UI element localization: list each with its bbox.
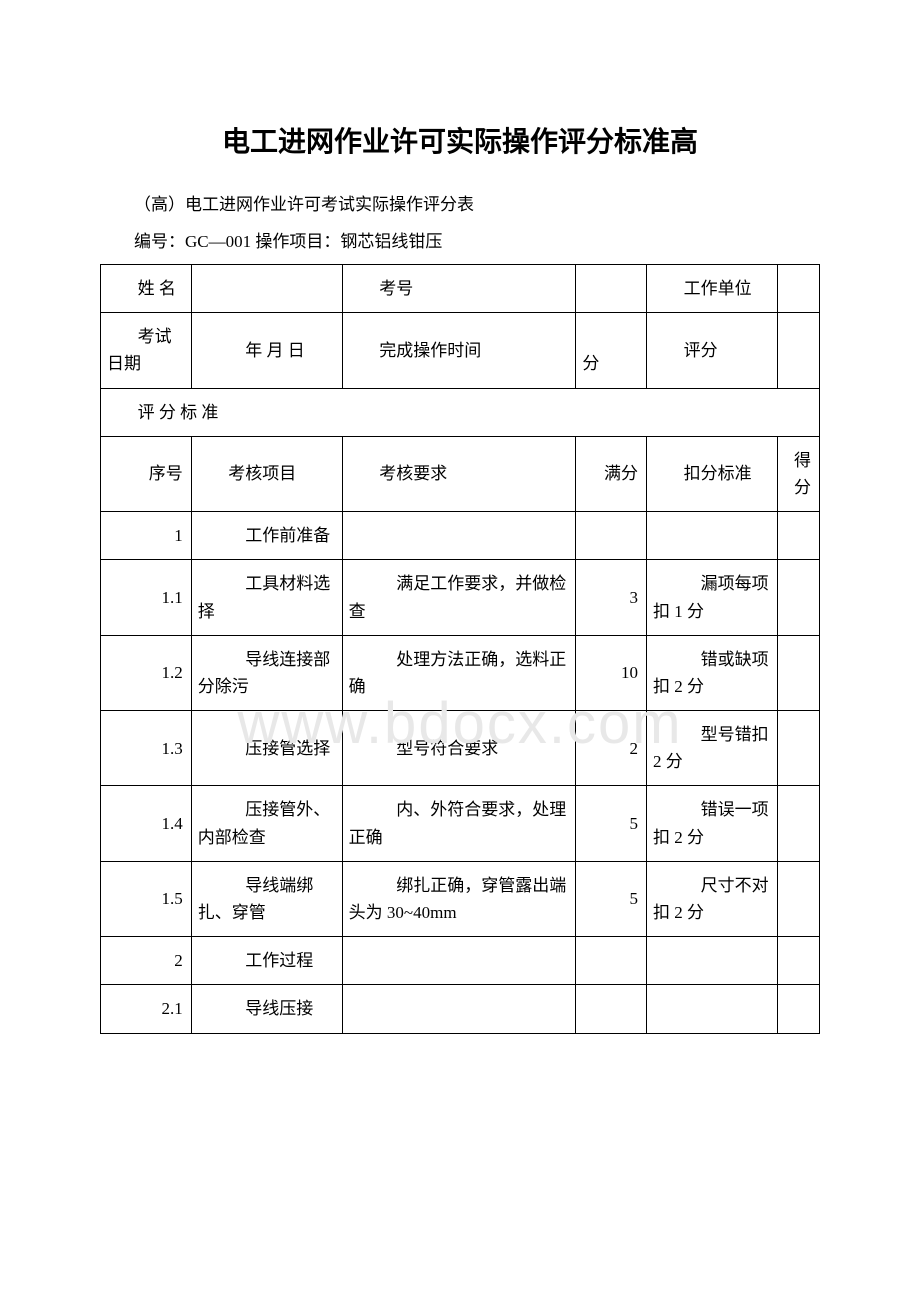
cell-item: 导线压接 — [191, 985, 342, 1033]
cell-req: 型号符合要求 — [342, 711, 576, 786]
score-value — [777, 313, 819, 388]
time-value: 分 — [576, 313, 647, 388]
cell-score — [777, 937, 819, 985]
unit-value — [777, 265, 819, 313]
cell-score — [777, 635, 819, 710]
cell-deduct — [647, 512, 778, 560]
table-row: 1.5 导线端绑扎、穿管 绑扎正确，穿管露出端头为 30~40mm 5 尺寸不对… — [101, 861, 820, 936]
cell-seq: 1.2 — [101, 635, 192, 710]
cell-score — [777, 861, 819, 936]
page-title: 电工进网作业许可实际操作评分标准高 — [100, 120, 820, 160]
cell-seq: 1.4 — [101, 786, 192, 861]
header-row-2: 考试日期 年 月 日 完成操作时间 分 评分 — [101, 313, 820, 388]
cell-score — [777, 512, 819, 560]
column-header-row: 序号 考核项目 考核要求 满分 扣分标准 得分 — [101, 436, 820, 511]
cell-seq: 1.3 — [101, 711, 192, 786]
cell-deduct: 型号错扣 2 分 — [647, 711, 778, 786]
table-row: 1.1 工具材料选择 满足工作要求，并做检查 3 漏项每项扣 1 分 — [101, 560, 820, 635]
cell-req — [342, 937, 576, 985]
name-value — [191, 265, 342, 313]
col-req: 考核要求 — [342, 436, 576, 511]
exam-num-label: 考号 — [342, 265, 576, 313]
exam-num-value — [576, 265, 647, 313]
code-line: 编号：GC—001 操作项目：钢芯铝线钳压 — [100, 227, 820, 252]
cell-req: 处理方法正确，选料正确 — [342, 635, 576, 710]
table-row: 2 工作过程 — [101, 937, 820, 985]
cell-deduct: 错或缺项扣 2 分 — [647, 635, 778, 710]
cell-item: 压接管选择 — [191, 711, 342, 786]
cell-full — [576, 512, 647, 560]
cell-seq: 2.1 — [101, 985, 192, 1033]
cell-full — [576, 937, 647, 985]
table-row: 1 工作前准备 — [101, 512, 820, 560]
col-score: 得分 — [777, 436, 819, 511]
cell-item: 工作过程 — [191, 937, 342, 985]
cell-item: 工作前准备 — [191, 512, 342, 560]
cell-full: 3 — [576, 560, 647, 635]
criteria-header: 评 分 标 准 — [101, 388, 820, 436]
table-row: 1.3 压接管选择 型号符合要求 2 型号错扣 2 分 — [101, 711, 820, 786]
cell-item: 导线连接部分除污 — [191, 635, 342, 710]
col-deduct: 扣分标准 — [647, 436, 778, 511]
unit-label: 工作单位 — [647, 265, 778, 313]
table-row: 1.2 导线连接部分除污 处理方法正确，选料正确 10 错或缺项扣 2 分 — [101, 635, 820, 710]
name-label: 姓 名 — [101, 265, 192, 313]
table-row: 1.4 压接管外、内部检查 内、外符合要求，处理正确 5 错误一项扣 2 分 — [101, 786, 820, 861]
cell-seq: 2 — [101, 937, 192, 985]
time-label: 完成操作时间 — [342, 313, 576, 388]
cell-item: 压接管外、内部检查 — [191, 786, 342, 861]
table-row: 2.1 导线压接 — [101, 985, 820, 1033]
cell-score — [777, 560, 819, 635]
score-label: 评分 — [647, 313, 778, 388]
date-label: 考试日期 — [101, 313, 192, 388]
cell-score — [777, 711, 819, 786]
cell-seq: 1.5 — [101, 861, 192, 936]
cell-seq: 1.1 — [101, 560, 192, 635]
cell-item: 导线端绑扎、穿管 — [191, 861, 342, 936]
date-value: 年 月 日 — [191, 313, 342, 388]
col-seq: 序号 — [101, 436, 192, 511]
cell-full: 10 — [576, 635, 647, 710]
cell-item: 工具材料选择 — [191, 560, 342, 635]
header-row-1: 姓 名 考号 工作单位 — [101, 265, 820, 313]
criteria-header-row: 评 分 标 准 — [101, 388, 820, 436]
subtitle-text: （高）电工进网作业许可考试实际操作评分表 — [100, 190, 820, 215]
cell-req — [342, 512, 576, 560]
cell-deduct — [647, 985, 778, 1033]
cell-req — [342, 985, 576, 1033]
col-item: 考核项目 — [191, 436, 342, 511]
cell-req: 内、外符合要求，处理正确 — [342, 786, 576, 861]
cell-full — [576, 985, 647, 1033]
cell-seq: 1 — [101, 512, 192, 560]
col-full: 满分 — [576, 436, 647, 511]
cell-score — [777, 985, 819, 1033]
cell-req: 绑扎正确，穿管露出端头为 30~40mm — [342, 861, 576, 936]
cell-full: 5 — [576, 861, 647, 936]
cell-deduct: 尺寸不对扣 2 分 — [647, 861, 778, 936]
scoring-table: 姓 名 考号 工作单位 考试日期 年 月 日 完成操作时间 分 评分 评 分 标… — [100, 264, 820, 1034]
cell-deduct: 漏项每项扣 1 分 — [647, 560, 778, 635]
cell-deduct: 错误一项扣 2 分 — [647, 786, 778, 861]
cell-score — [777, 786, 819, 861]
cell-deduct — [647, 937, 778, 985]
cell-full: 2 — [576, 711, 647, 786]
cell-full: 5 — [576, 786, 647, 861]
cell-req: 满足工作要求，并做检查 — [342, 560, 576, 635]
